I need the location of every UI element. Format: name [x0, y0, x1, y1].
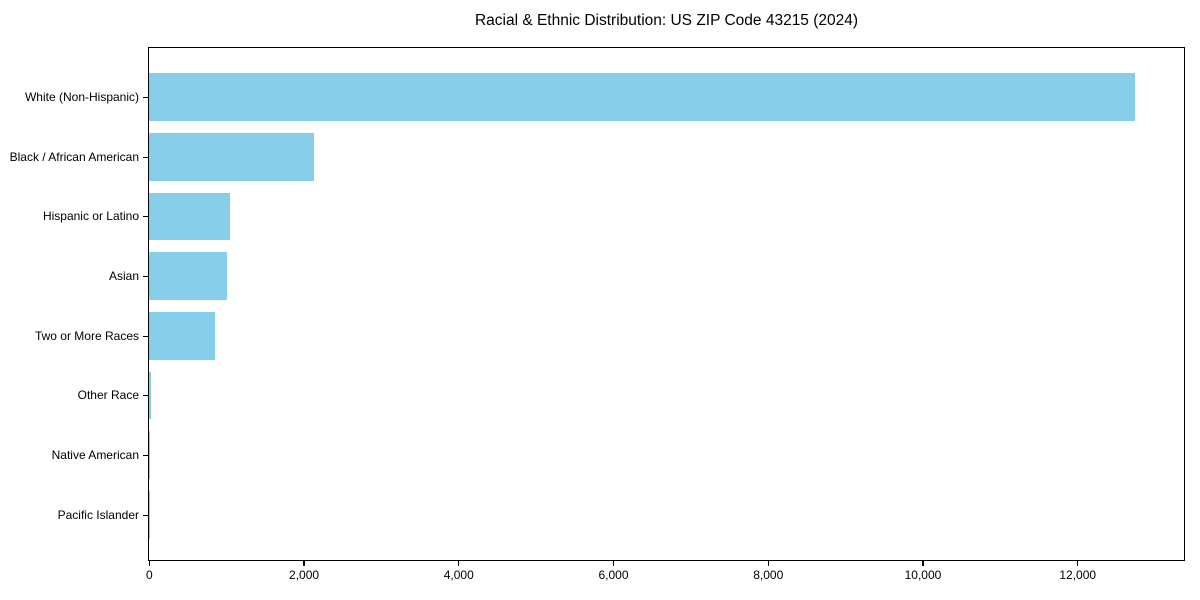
- y-axis-label-black-african-american: Black / African American: [9, 149, 139, 164]
- x-axis-tick: [922, 561, 924, 566]
- y-axis-tick: [143, 514, 148, 516]
- x-axis-tick-label-8000: 8,000: [753, 568, 784, 582]
- y-axis-tick: [143, 335, 148, 337]
- y-axis-label-white-non-hispanic: White (Non-Hispanic): [24, 90, 139, 104]
- x-axis-tick-label-4000: 4,000: [443, 568, 474, 582]
- x-axis-tick: [458, 561, 460, 566]
- y-axis-label-hispanic-or-latino: Hispanic or Latino: [42, 209, 139, 224]
- bar-white-non-hispanic: [149, 73, 1135, 122]
- bar-black-african-american: [149, 133, 314, 181]
- x-axis-tick: [612, 561, 615, 566]
- y-axis-label-pacific-islander: Pacific Islander: [57, 507, 139, 522]
- plot-area: [148, 47, 1185, 561]
- x-axis-tick: [303, 561, 305, 566]
- chart-title: Racial & Ethnic Distribution: US ZIP Cod…: [474, 12, 859, 29]
- bar-native-american: [149, 431, 150, 479]
- y-axis-tick: [143, 156, 148, 158]
- y-axis-label-two-or-more-races: Two or More Races: [34, 328, 139, 343]
- bar-other-race: [149, 371, 151, 420]
- y-axis-tick: [143, 454, 148, 457]
- x-axis-tick: [1077, 561, 1079, 566]
- x-axis-tick-label-12000: 12,000: [1059, 568, 1097, 582]
- y-axis-label-asian: Asian: [108, 268, 139, 283]
- y-axis-tick: [143, 216, 148, 218]
- y-axis-label-other-race: Other Race: [77, 388, 139, 403]
- x-axis-tick-label-10000: 10,000: [904, 568, 942, 582]
- y-axis-tick: [143, 275, 148, 278]
- bar-asian: [149, 252, 228, 301]
- x-axis-tick: [767, 561, 769, 566]
- y-axis-tick: [143, 395, 148, 397]
- bar-two-or-more-races: [149, 311, 215, 360]
- bar-hispanic-or-latino: [149, 192, 231, 241]
- x-axis-tick-label-6000: 6,000: [598, 568, 629, 582]
- y-axis-label-native-american: Native American: [51, 447, 139, 462]
- x-axis-tick-label-2000: 2,000: [289, 568, 320, 582]
- y-axis-tick: [143, 96, 148, 99]
- x-axis-tick-label-0: 0: [145, 568, 153, 582]
- x-axis-tick: [148, 561, 150, 566]
